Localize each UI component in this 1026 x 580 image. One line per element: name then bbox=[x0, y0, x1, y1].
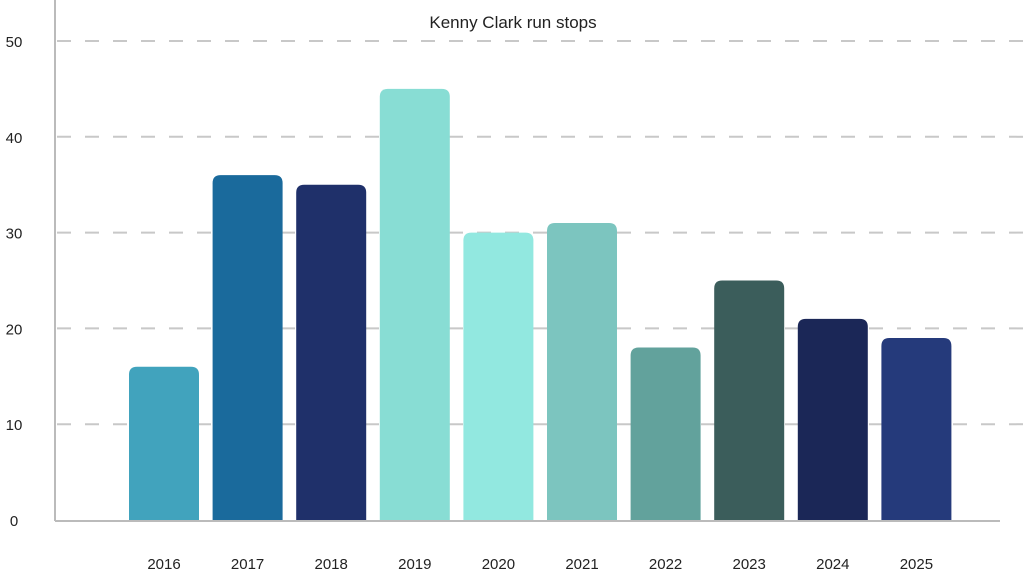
x-tick-label: 2024 bbox=[816, 556, 849, 573]
x-tick-label: 2021 bbox=[565, 556, 598, 573]
bar-2020 bbox=[463, 232, 534, 520]
bar-2019 bbox=[379, 88, 450, 521]
gridlines bbox=[57, 40, 1026, 426]
bar-2025 bbox=[881, 337, 952, 520]
x-tick-label: 2016 bbox=[147, 556, 180, 573]
y-tick-label: 40 bbox=[6, 130, 23, 147]
x-tick-label: 2025 bbox=[900, 556, 933, 573]
x-tick-labels: 2016 2017 2018 2019 2020 2021 2022 2023 2024 2025 bbox=[147, 556, 933, 573]
x-tick-label: 2017 bbox=[231, 556, 264, 573]
bars bbox=[129, 88, 952, 521]
x-tick-label: 2019 bbox=[398, 556, 431, 573]
chart-title: Kenny Clark run stops bbox=[429, 13, 596, 32]
bar-2018 bbox=[296, 184, 367, 520]
x-tick-label: 2022 bbox=[649, 556, 682, 573]
x-tick-label: 2023 bbox=[733, 556, 766, 573]
bar-2021 bbox=[547, 223, 617, 520]
bar-2017 bbox=[212, 175, 283, 520]
bar-2024 bbox=[797, 318, 868, 520]
y-tick-labels: 0 10 20 30 40 50 bbox=[6, 34, 23, 530]
x-tick-label: 2018 bbox=[315, 556, 348, 573]
y-tick-label: 10 bbox=[6, 417, 23, 434]
x-tick-label: 2020 bbox=[482, 556, 515, 573]
y-tick-label: 20 bbox=[6, 321, 23, 338]
y-tick-label: 0 bbox=[10, 513, 18, 530]
bar-2023 bbox=[714, 280, 785, 520]
bar-2022 bbox=[630, 347, 701, 520]
y-tick-label: 50 bbox=[6, 34, 23, 51]
bar-2016 bbox=[129, 366, 199, 520]
y-tick-label: 30 bbox=[6, 226, 23, 243]
